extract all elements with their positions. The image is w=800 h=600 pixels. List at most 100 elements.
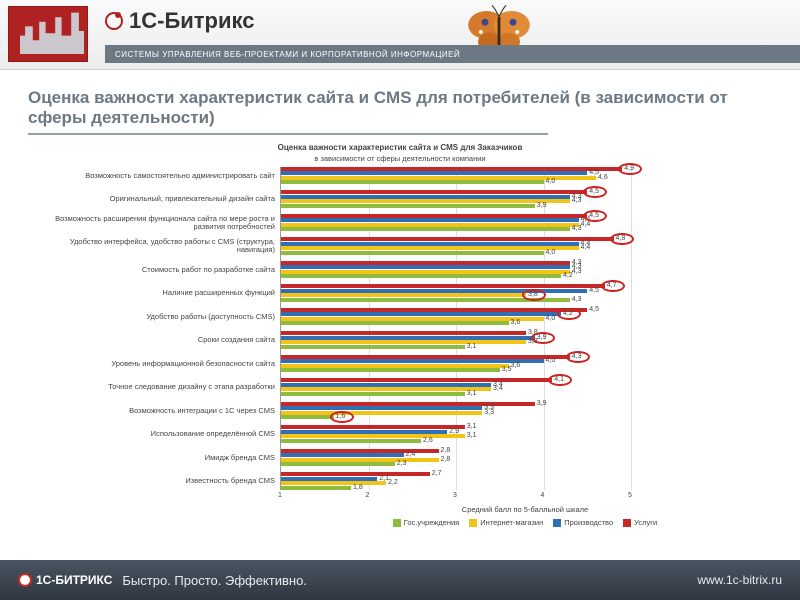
bar-value: 4,2 bbox=[563, 310, 573, 317]
category-label: Наличие расширенных функций bbox=[31, 289, 281, 297]
bar: 2,2 bbox=[281, 481, 386, 485]
footer-logo: 1С-БИТРИКС bbox=[18, 573, 112, 587]
bar: 4,3 bbox=[281, 199, 570, 203]
bar: 3,8 bbox=[281, 331, 526, 335]
chart-row: Оригинальный, привлекательный дизайн сай… bbox=[281, 190, 630, 208]
brand-name: 1С-Битрикс bbox=[129, 8, 254, 34]
x-axis-label: Средний балл по 5-балльной шкале bbox=[280, 505, 770, 514]
chart-legend: Гос.учрежденияИнтернет-магазинПроизводст… bbox=[280, 518, 770, 527]
bar: 4,8 bbox=[281, 237, 614, 241]
chart-row: Сроки создания сайта3,83,93,83,1 bbox=[281, 331, 630, 349]
bar: 2,6 bbox=[281, 439, 421, 443]
category-label: Возможность расширения функционала сайта… bbox=[31, 215, 281, 231]
footer-left: 1С-БИТРИКС Быстро. Просто. Эффективно. bbox=[18, 573, 307, 588]
bar-value: 4,3 bbox=[572, 197, 582, 204]
bar-value: 4,3 bbox=[572, 268, 582, 275]
legend-item: Услуги bbox=[623, 518, 657, 527]
x-tick: 4 bbox=[541, 492, 545, 499]
header-subtitle: СИСТЕМЫ УПРАВЛЕНИЯ ВЕБ-ПРОЕКТАМИ И КОРПО… bbox=[115, 50, 460, 59]
bar: 4,3 bbox=[281, 227, 570, 231]
legend-swatch bbox=[623, 519, 631, 527]
category-label: Использование определённой CMS bbox=[31, 430, 281, 438]
category-label: Возможность интеграции с 1С через CMS bbox=[31, 407, 281, 415]
x-tick: 3 bbox=[453, 492, 457, 499]
bar-value: 4,3 bbox=[572, 353, 582, 360]
chart-row: Имидж бренда CMS2,82,42,82,3 bbox=[281, 449, 630, 467]
header: 1С-Битрикс СИСТЕМЫ УПРАВЛЕНИЯ ВЕБ-ПРОЕКТ… bbox=[0, 0, 800, 70]
legend-swatch bbox=[469, 519, 477, 527]
bar-value: 4,5 bbox=[589, 188, 599, 195]
chart-row: Возможность самостоятельно администриров… bbox=[281, 167, 630, 185]
bar-value: 3,4 bbox=[493, 385, 503, 392]
bar: 3,6 bbox=[281, 364, 509, 368]
bar-value: 4,5 bbox=[589, 287, 599, 294]
bar: 4,0 bbox=[281, 317, 544, 321]
bar: 4,5 bbox=[281, 171, 587, 175]
bar: 3,9 bbox=[281, 204, 535, 208]
bar-value: 3,1 bbox=[467, 390, 477, 397]
bar-value: 2,8 bbox=[441, 447, 451, 454]
bar: 3,9 bbox=[281, 336, 535, 340]
bar-value: 3,6 bbox=[511, 362, 521, 369]
bar: 3,3 bbox=[281, 406, 482, 410]
bar: 2,9 bbox=[281, 430, 447, 434]
bar-value: 3,1 bbox=[467, 432, 477, 439]
bar: 3,8 bbox=[281, 293, 526, 297]
bar: 3,6 bbox=[281, 321, 509, 325]
bar-value: 1,6 bbox=[336, 413, 346, 420]
bar: 4,3 bbox=[281, 355, 570, 359]
bar-value: 4,0 bbox=[546, 357, 556, 364]
bar: 1,8 bbox=[281, 486, 351, 490]
category-label: Возможность самостоятельно администриров… bbox=[31, 172, 281, 180]
bar-value: 2,7 bbox=[432, 470, 442, 477]
bar-value: 3,5 bbox=[502, 366, 512, 373]
bar-value: 4,0 bbox=[546, 178, 556, 185]
bar: 3,8 bbox=[281, 340, 526, 344]
x-tick: 5 bbox=[628, 492, 632, 499]
bar-value: 4,3 bbox=[572, 296, 582, 303]
footer: 1С-БИТРИКС Быстро. Просто. Эффективно. w… bbox=[0, 560, 800, 600]
bar-value: 4,5 bbox=[589, 306, 599, 313]
bar: 4,9 bbox=[281, 167, 622, 171]
bar: 4,5 bbox=[281, 190, 587, 194]
legend-swatch bbox=[553, 519, 561, 527]
bar-value: 4,0 bbox=[546, 249, 556, 256]
chart-subtitle: в зависимости от сферы деятельности комп… bbox=[30, 154, 770, 163]
category-label: Уровень информационной безопасности сайт… bbox=[31, 360, 281, 368]
bar-value: 3,9 bbox=[537, 202, 547, 209]
bar-value: 4,1 bbox=[554, 376, 564, 383]
category-label: Известность бренда CMS bbox=[31, 477, 281, 485]
bar: 4,5 bbox=[281, 214, 587, 218]
bar: 3,1 bbox=[281, 392, 465, 396]
bar: 4,0 bbox=[281, 359, 544, 363]
bar-value: 4,3 bbox=[572, 225, 582, 232]
x-tick: 2 bbox=[366, 492, 370, 499]
bar-value: 4,5 bbox=[589, 212, 599, 219]
chart-row: Использование определённой CMS3,12,93,12… bbox=[281, 425, 630, 443]
bar: 3,9 bbox=[281, 402, 535, 406]
bar: 1,6 bbox=[281, 415, 334, 419]
bar-value: 2,3 bbox=[397, 460, 407, 467]
bar: 4,4 bbox=[281, 242, 579, 246]
bar: 2,7 bbox=[281, 472, 430, 476]
footer-url: www.1c-bitrix.ru bbox=[697, 573, 782, 587]
legend-swatch bbox=[393, 519, 401, 527]
bar: 3,1 bbox=[281, 425, 465, 429]
chart-row: Возможность интеграции с 1С через CMS3,9… bbox=[281, 402, 630, 420]
legend-item: Производство bbox=[553, 518, 613, 527]
footer-tagline: Быстро. Просто. Эффективно. bbox=[122, 573, 307, 588]
chart-title: Оценка важности характеристик сайта и CM… bbox=[30, 143, 770, 152]
chart-row: Наличие расширенных функций4,74,53,84,3 bbox=[281, 284, 630, 302]
bar-value: 3,8 bbox=[528, 338, 538, 345]
bar: 4,4 bbox=[281, 246, 579, 250]
header-subtitle-bar: СИСТЕМЫ УПРАВЛЕНИЯ ВЕБ-ПРОЕКТАМИ И КОРПО… bbox=[105, 45, 800, 63]
chart-row: Известность бренда CMS2,72,12,21,8 bbox=[281, 472, 630, 490]
category-label: Оригинальный, привлекательный дизайн сай… bbox=[31, 195, 281, 203]
bar-value: 4,6 bbox=[598, 174, 608, 181]
bar: 4,3 bbox=[281, 298, 570, 302]
bar-value: 3,6 bbox=[511, 319, 521, 326]
bar: 2,4 bbox=[281, 453, 404, 457]
title-underline bbox=[28, 133, 548, 135]
bar-value: 3,1 bbox=[467, 343, 477, 350]
category-label: Точное следование дизайну с этапа разраб… bbox=[31, 383, 281, 391]
